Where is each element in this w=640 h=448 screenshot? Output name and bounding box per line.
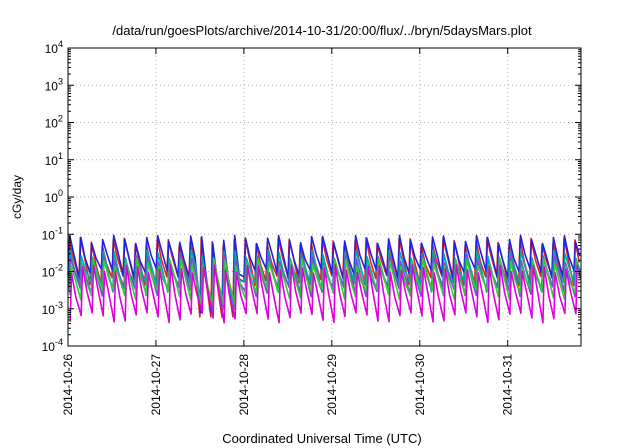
x-axis: 2014-10-26 2014-10-27 2014-10-28 2014-10-29… [61,48,515,415]
x-tick-label: 2014-10-31 [501,354,515,416]
y-tick-label: 100 [45,188,63,205]
chart-title: /data/run/goesPlots/archive/2014-10-31/2… [112,23,532,38]
x-axis-label: Coordinated Universal Time (UTC) [222,431,421,446]
y-tick-label: 103 [45,76,63,93]
y-tick-label: 10-2 [42,263,63,280]
series-line-5 [69,257,578,306]
series-line-6 [69,264,578,324]
x-tick-label: 2014-10-28 [237,354,251,416]
y-axis-label: cGy/day [10,175,24,219]
y-tick-label: 10-3 [42,300,63,317]
y-tick-label: 101 [45,151,63,168]
y-tick-label: 10-1 [42,225,63,242]
y-tick-label: 102 [45,114,63,131]
y-tick-label: 104 [45,39,63,56]
y-tick-label: 10-4 [42,337,63,354]
x-tick-label: 2014-10-30 [413,354,427,416]
series-line-2 [67,234,581,314]
x-tick-label: 2014-10-27 [149,354,163,416]
series-group [67,234,582,324]
x-tick-label: 2014-10-26 [61,354,75,416]
x-tick-label: 2014-10-29 [325,354,339,416]
